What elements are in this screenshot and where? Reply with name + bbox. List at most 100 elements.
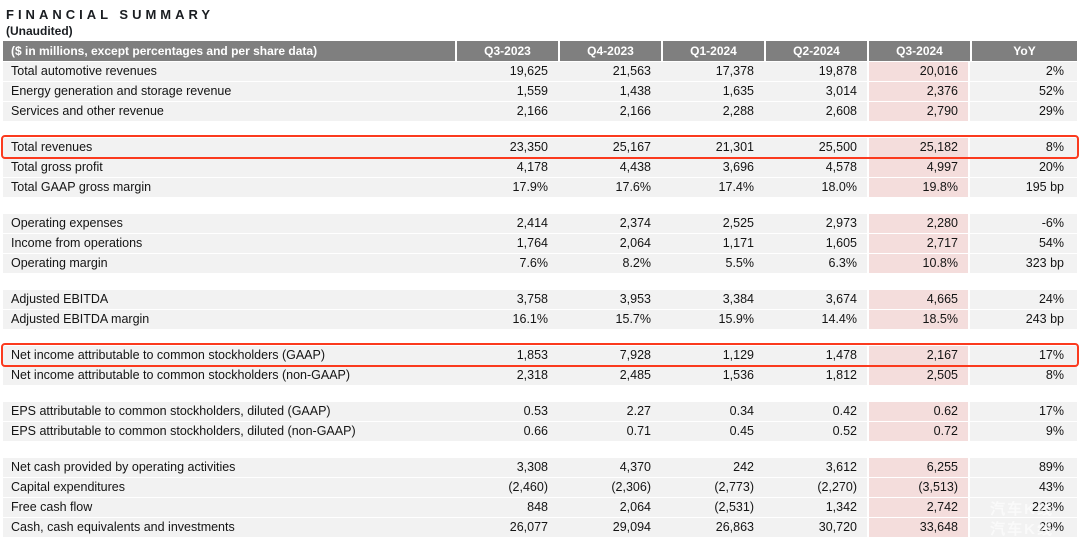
cell-q4-2023: 29,094	[558, 518, 661, 537]
cell-q4-2023: 7,928	[558, 346, 661, 365]
cell-q3-2023: 23,350	[455, 138, 558, 157]
cell-q3-2023: 1,853	[455, 346, 558, 365]
row-label: Total revenues	[3, 138, 455, 157]
cell-q1-2024: 26,863	[661, 518, 764, 537]
row-label: Total GAAP gross margin	[3, 178, 455, 197]
cell-q1-2024: 1,171	[661, 234, 764, 253]
table-row: Income from operations 1,764 2,064 1,171 1,6…	[3, 234, 1077, 253]
table-row: Operating margin 7.6% 8.2% 5.5% 6.3% 10.8% 323…	[3, 254, 1077, 273]
section-gap	[3, 442, 1077, 457]
section-gap	[3, 330, 1077, 345]
cell-yoy: 43%	[970, 478, 1077, 497]
cell-yoy: -6%	[970, 214, 1077, 233]
cell-q2-2024: 0.52	[764, 422, 867, 441]
cell-q4-2023: 4,370	[558, 458, 661, 477]
cell-q1-2024: 15.9%	[661, 310, 764, 329]
cell-q3-2023: 848	[455, 498, 558, 517]
cell-q3-2023: 2,166	[455, 102, 558, 121]
table-row: EPS attributable to common stockholders,…	[3, 422, 1077, 441]
financial-table: ($ in millions, except percentages and p…	[1, 41, 1079, 537]
cell-q3-2023: 3,758	[455, 290, 558, 309]
cell-q2-2024: 1,478	[764, 346, 867, 365]
cell-q3-2024: 2,790	[867, 102, 970, 121]
cell-q4-2023: 4,438	[558, 158, 661, 177]
cell-q3-2024: 2,742	[867, 498, 970, 517]
table-row: Energy generation and storage revenue 1,5…	[3, 82, 1077, 101]
cell-q4-2023: (2,306)	[558, 478, 661, 497]
cell-yoy: 323 bp	[970, 254, 1077, 273]
table-row: Net income attributable to common stockh…	[1, 343, 1079, 367]
cell-yoy: 243 bp	[970, 310, 1077, 329]
table-body: Total automotive revenues 19,625 21,563 17,…	[1, 62, 1079, 537]
cell-q4-2023: 17.6%	[558, 178, 661, 197]
cell-q3-2024: 6,255	[867, 458, 970, 477]
cell-q3-2024: 33,648	[867, 518, 970, 537]
table-row: Adjusted EBITDA 3,758 3,953 3,384 3,674 4,665…	[3, 290, 1077, 309]
cell-q3-2024: 0.72	[867, 422, 970, 441]
row-label: Free cash flow	[3, 498, 455, 517]
row-label: Income from operations	[3, 234, 455, 253]
cell-q3-2023: 0.66	[455, 422, 558, 441]
cell-q3-2023: 2,318	[455, 366, 558, 385]
cell-yoy: 29%	[970, 102, 1077, 121]
cell-q4-2023: 25,167	[558, 138, 661, 157]
cell-q4-2023: 2,064	[558, 498, 661, 517]
cell-q1-2024: 0.34	[661, 402, 764, 421]
cell-q3-2024: 10.8%	[867, 254, 970, 273]
cell-q3-2023: 26,077	[455, 518, 558, 537]
cell-yoy: 9%	[970, 422, 1077, 441]
table-row: EPS attributable to common stockholders,…	[3, 402, 1077, 421]
cell-q1-2024: 21,301	[661, 138, 764, 157]
table-row: Total revenues 23,350 25,167 21,301 25,500 25…	[1, 135, 1079, 159]
cell-q3-2024: 4,997	[867, 158, 970, 177]
cell-yoy: 223%	[970, 498, 1077, 517]
table-row: Capital expenditures (2,460) (2,306) (2,773…	[3, 478, 1077, 497]
cell-q3-2024: 2,505	[867, 366, 970, 385]
cell-q1-2024: 242	[661, 458, 764, 477]
table-row: Total automotive revenues 19,625 21,563 17,…	[3, 62, 1077, 81]
table-row: Net cash provided by operating activitie…	[3, 458, 1077, 477]
cell-q3-2024: (3,513)	[867, 478, 970, 497]
cell-q1-2024: 5.5%	[661, 254, 764, 273]
table-header-row: ($ in millions, except percentages and p…	[3, 41, 1077, 61]
cell-q3-2023: 7.6%	[455, 254, 558, 273]
cell-q3-2023: 17.9%	[455, 178, 558, 197]
cell-q4-2023: 3,953	[558, 290, 661, 309]
cell-q2-2024: 1,812	[764, 366, 867, 385]
cell-q2-2024: 1,605	[764, 234, 867, 253]
row-label: Total gross profit	[3, 158, 455, 177]
cell-q1-2024: 2,288	[661, 102, 764, 121]
section-gap	[3, 386, 1077, 401]
cell-yoy: 54%	[970, 234, 1077, 253]
cell-q1-2024: (2,531)	[661, 498, 764, 517]
row-label: EPS attributable to common stockholders,…	[3, 422, 455, 441]
cell-q2-2024: 30,720	[764, 518, 867, 537]
table-row: Adjusted EBITDA margin 16.1% 15.7% 15.9% 14.…	[3, 310, 1077, 329]
cell-q1-2024: (2,773)	[661, 478, 764, 497]
cell-q3-2024: 2,376	[867, 82, 970, 101]
table-row: Net income attributable to common stockh…	[3, 366, 1077, 385]
cell-q3-2023: 2,414	[455, 214, 558, 233]
cell-q3-2024: 2,167	[867, 346, 970, 365]
table-row: Total GAAP gross margin 17.9% 17.6% 17.4% 18…	[3, 178, 1077, 197]
column-header-q3-2024: Q3-2024	[867, 41, 970, 61]
cell-q3-2024: 4,665	[867, 290, 970, 309]
table-row: Free cash flow 848 2,064 (2,531) 1,342 2,742 2…	[3, 498, 1077, 517]
cell-q3-2023: 19,625	[455, 62, 558, 81]
table-row: Cash, cash equivalents and investments 26…	[3, 518, 1077, 537]
cell-yoy: 20%	[970, 158, 1077, 177]
page-subtitle: (Unaudited)	[6, 24, 73, 38]
cell-yoy: 89%	[970, 458, 1077, 477]
cell-q1-2024: 1,536	[661, 366, 764, 385]
section-gap	[3, 198, 1077, 213]
cell-q3-2024: 25,182	[867, 138, 970, 157]
table-row: Total gross profit 4,178 4,438 3,696 4,578 4,…	[3, 158, 1077, 177]
cell-yoy: 17%	[970, 346, 1077, 365]
cell-yoy: 29%	[970, 518, 1077, 537]
cell-q3-2024: 0.62	[867, 402, 970, 421]
table-header-label: ($ in millions, except percentages and p…	[3, 41, 455, 61]
cell-q4-2023: 2,485	[558, 366, 661, 385]
cell-q3-2023: 1,559	[455, 82, 558, 101]
row-label: Services and other revenue	[3, 102, 455, 121]
